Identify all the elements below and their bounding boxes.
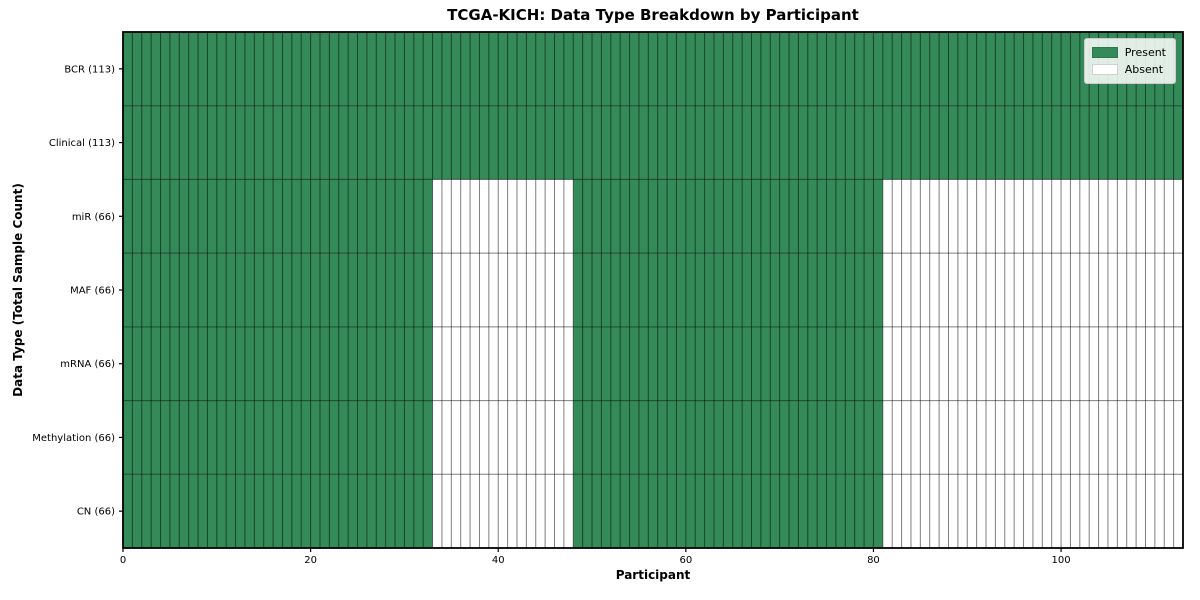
chart-title: TCGA-KICH: Data Type Breakdown by Partic… xyxy=(447,6,859,24)
y-tick-label: Clinical (113) xyxy=(49,138,115,149)
x-tick-label: 60 xyxy=(679,555,692,566)
x-tick-label: 20 xyxy=(304,555,317,566)
absent-swatch xyxy=(1091,64,1118,75)
present-run xyxy=(573,179,883,254)
legend-label-present: Present xyxy=(1124,46,1166,59)
x-tick-label: 80 xyxy=(867,555,880,566)
y-tick-label: BCR (113) xyxy=(64,64,115,75)
plot-frame xyxy=(122,31,1184,549)
present-swatch xyxy=(1091,47,1118,58)
y-tick-label: miR (66) xyxy=(72,212,115,223)
present-run xyxy=(123,400,433,475)
present-run xyxy=(573,253,883,327)
y-tick-label: mRNA (66) xyxy=(60,359,115,370)
legend-item-absent: Absent xyxy=(1091,61,1166,78)
present-run xyxy=(123,474,433,548)
present-run xyxy=(573,400,883,475)
y-tick-label: MAF (66) xyxy=(70,286,115,297)
y-tick-label: Methylation (66) xyxy=(32,433,115,444)
present-run xyxy=(573,326,883,401)
heatmap-cells xyxy=(123,32,1183,548)
present-run xyxy=(123,253,433,327)
y-axis-ticks: BCR (113) Clinical (113) miR (66) MAF (66) m… xyxy=(32,64,123,518)
grid-lines xyxy=(123,32,1183,548)
present-run xyxy=(123,326,433,401)
present-run xyxy=(123,179,433,254)
legend-label-absent: Absent xyxy=(1124,63,1164,76)
legend-item-present: Present xyxy=(1091,44,1166,61)
x-axis-ticks: 0 20 40 60 80 100 xyxy=(120,548,1071,566)
present-run xyxy=(123,105,1183,180)
x-axis-label: Participant xyxy=(615,568,691,582)
legend: Present Absent xyxy=(1083,38,1176,84)
x-tick-label: 100 xyxy=(1052,555,1071,566)
x-tick-label: 0 xyxy=(120,555,126,566)
present-run xyxy=(123,32,1183,106)
x-tick-label: 40 xyxy=(492,555,505,566)
present-run xyxy=(573,474,883,548)
y-tick-label: CN (66) xyxy=(77,507,115,518)
